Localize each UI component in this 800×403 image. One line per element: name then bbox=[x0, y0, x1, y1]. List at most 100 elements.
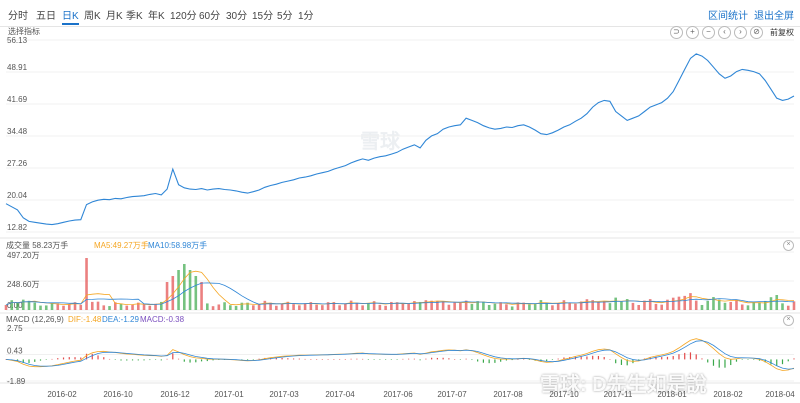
macd-bar bbox=[528, 359, 531, 360]
volume-close-icon[interactable]: × bbox=[783, 240, 794, 251]
macd-bar bbox=[327, 359, 329, 360]
x-tick-label: 2016-12 bbox=[160, 390, 190, 399]
tab-4[interactable]: 月K bbox=[106, 11, 123, 22]
macd-bar bbox=[494, 359, 496, 363]
volume-bar bbox=[671, 297, 675, 310]
macd-tick-label: 2.75 bbox=[7, 324, 23, 333]
volume-bar bbox=[85, 258, 88, 310]
volume-bar bbox=[407, 303, 410, 310]
volume-bar bbox=[211, 306, 215, 310]
volume-bar bbox=[470, 304, 474, 310]
macd-tick-label: 0.43 bbox=[7, 347, 23, 356]
reset-icon[interactable]: ⊃ bbox=[670, 25, 683, 39]
volume-bar bbox=[125, 305, 129, 310]
volume-bar bbox=[775, 295, 779, 310]
volume-ma10: MA10:58.98万手 bbox=[148, 241, 208, 250]
next-icon[interactable]: › bbox=[734, 25, 747, 39]
volume-bar bbox=[96, 301, 100, 310]
macd-bar bbox=[747, 359, 749, 360]
tab-5[interactable]: 季K bbox=[126, 11, 143, 22]
volume-bar bbox=[4, 305, 8, 310]
volume-bar bbox=[493, 303, 497, 310]
tab-10[interactable]: 15分 bbox=[252, 11, 274, 22]
macd-bar bbox=[258, 358, 260, 360]
volume-bar bbox=[378, 304, 382, 310]
macd-bar bbox=[500, 359, 502, 362]
macd-bar bbox=[413, 358, 415, 360]
volume-bar bbox=[183, 264, 186, 310]
tab-1[interactable]: 五日 bbox=[36, 11, 56, 22]
volume-bar bbox=[700, 304, 704, 310]
macd-close-icon[interactable]: × bbox=[783, 315, 794, 326]
tab-2[interactable]: 日K bbox=[62, 7, 79, 25]
tab-7[interactable]: 120分 bbox=[170, 11, 197, 22]
volume-bar bbox=[666, 299, 669, 310]
macd-bar bbox=[436, 357, 438, 360]
macd-bar bbox=[333, 359, 335, 360]
indicator-select[interactable]: 选择指标 bbox=[8, 27, 40, 36]
macd-bar bbox=[557, 358, 559, 360]
macd-bar bbox=[678, 354, 680, 360]
volume-bar bbox=[556, 302, 560, 310]
macd-bar bbox=[793, 358, 795, 360]
exit-fullscreen-link[interactable]: 退出全屏 bbox=[754, 11, 794, 22]
macd-bar bbox=[195, 359, 197, 363]
volume-bar bbox=[217, 304, 221, 310]
volume-bar bbox=[447, 304, 451, 310]
tab-6[interactable]: 年K bbox=[148, 11, 165, 22]
macd-bar bbox=[160, 359, 162, 361]
macd-bar bbox=[97, 355, 99, 360]
macd-bar bbox=[419, 359, 421, 361]
x-tick-label: 2016-10 bbox=[103, 390, 133, 399]
price-series-line bbox=[5, 53, 795, 226]
volume-bar bbox=[763, 300, 767, 310]
tab-3[interactable]: 周K bbox=[84, 11, 101, 22]
volume-bar bbox=[280, 303, 284, 310]
zoom-out-icon[interactable]: − bbox=[702, 25, 715, 39]
volume-bar bbox=[729, 301, 733, 310]
volume-bar bbox=[694, 300, 698, 310]
tab-0[interactable]: 分时 bbox=[8, 11, 28, 22]
volume-bar bbox=[654, 303, 658, 310]
watermark-author: 雪球: D先生如是說 bbox=[540, 374, 707, 396]
volume-tick-label: 248.60万 bbox=[7, 280, 39, 289]
volume-bar bbox=[229, 305, 232, 310]
macd-bar bbox=[16, 359, 19, 362]
macd-bar bbox=[356, 358, 358, 360]
volume-bar bbox=[401, 303, 405, 310]
volume-bar bbox=[551, 305, 554, 310]
macd-bar bbox=[609, 359, 611, 360]
tab-8[interactable]: 60分 bbox=[199, 11, 221, 22]
macd-bar bbox=[246, 359, 249, 361]
macd-bar bbox=[781, 359, 784, 365]
macd-bar bbox=[523, 358, 525, 360]
volume-bar bbox=[614, 297, 617, 310]
volume-bar bbox=[717, 299, 721, 310]
tab-12[interactable]: 1分 bbox=[298, 11, 314, 22]
macd-value: MACD:-0.38 bbox=[140, 315, 185, 324]
macd-dif: DIF:-1.48 bbox=[68, 315, 102, 324]
macd-bar bbox=[350, 358, 352, 360]
macd-bar bbox=[764, 359, 766, 363]
volume-bar bbox=[752, 302, 756, 310]
volume-bar bbox=[263, 300, 267, 310]
macd-bar bbox=[218, 359, 220, 360]
tab-9[interactable]: 30分 bbox=[226, 11, 248, 22]
macd-bar bbox=[189, 359, 191, 363]
zoom-in-icon[interactable]: + bbox=[686, 25, 699, 39]
block-icon[interactable]: ⊘ bbox=[750, 25, 763, 39]
macd-bar bbox=[183, 359, 185, 362]
restore-mode[interactable]: 前复权 bbox=[770, 27, 794, 37]
macd-bar bbox=[22, 359, 24, 363]
volume-ma5-line bbox=[5, 270, 795, 306]
period-tabs: 分时 五日 日K 周K 月K 季K 年K 120分 60分 30分 15分 5分 1分 bbox=[0, 0, 800, 27]
tab-11[interactable]: 5分 bbox=[277, 11, 293, 22]
macd-bar bbox=[34, 359, 36, 362]
macd-bar bbox=[85, 353, 88, 360]
volume-bar bbox=[545, 303, 548, 310]
volume-bar bbox=[395, 302, 399, 310]
price-tick-label: 48.91 bbox=[7, 63, 28, 72]
prev-icon[interactable]: ‹ bbox=[718, 25, 731, 39]
x-tick-label: 2018-04 bbox=[765, 390, 795, 399]
interval-stats-link[interactable]: 区间统计 bbox=[708, 11, 748, 22]
